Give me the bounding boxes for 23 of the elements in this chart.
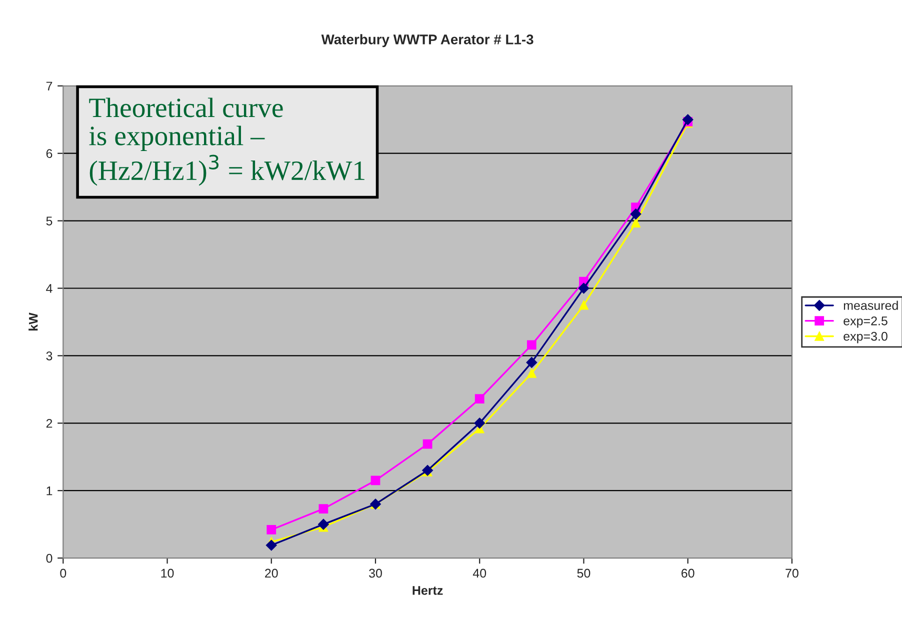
x-tick-label: 60 <box>682 568 694 578</box>
x-tick-label: 0 <box>60 568 66 578</box>
x-tick-label: 50 <box>577 568 590 578</box>
y-tick-label: 7 <box>46 82 52 90</box>
y-tick-label: 5 <box>46 216 52 226</box>
y-tick-label: 4 <box>46 284 52 293</box>
annotation: Theoretical curve is exponential – (Hz2/Hz1)$^{3}$ = kW2/kW1 <box>89 98 364 186</box>
y-tick-label: 3 <box>46 352 52 360</box>
y-tick-label: 2 <box>46 418 52 428</box>
legend-label: exp=3.0 <box>844 332 888 344</box>
legend-label: exp=2.5 <box>844 316 888 328</box>
y-tick-label: 6 <box>46 149 52 158</box>
x-axis-title: Hertz <box>412 586 443 595</box>
x-tick-label: 30 <box>369 568 382 578</box>
x-tick-label: 70 <box>786 568 798 578</box>
legend-label: measured <box>844 300 898 310</box>
y-tick-label: 0 <box>46 554 52 563</box>
y-axis-title: kW <box>28 312 38 330</box>
x-tick-label: 10 <box>161 568 174 578</box>
y-tick-label: 1 <box>46 486 52 496</box>
x-tick-label: 40 <box>472 568 486 578</box>
x-tick-label: 20 <box>265 568 278 578</box>
chart-title: Waterbury WWTP Aerator # L1-3 <box>321 34 534 48</box>
